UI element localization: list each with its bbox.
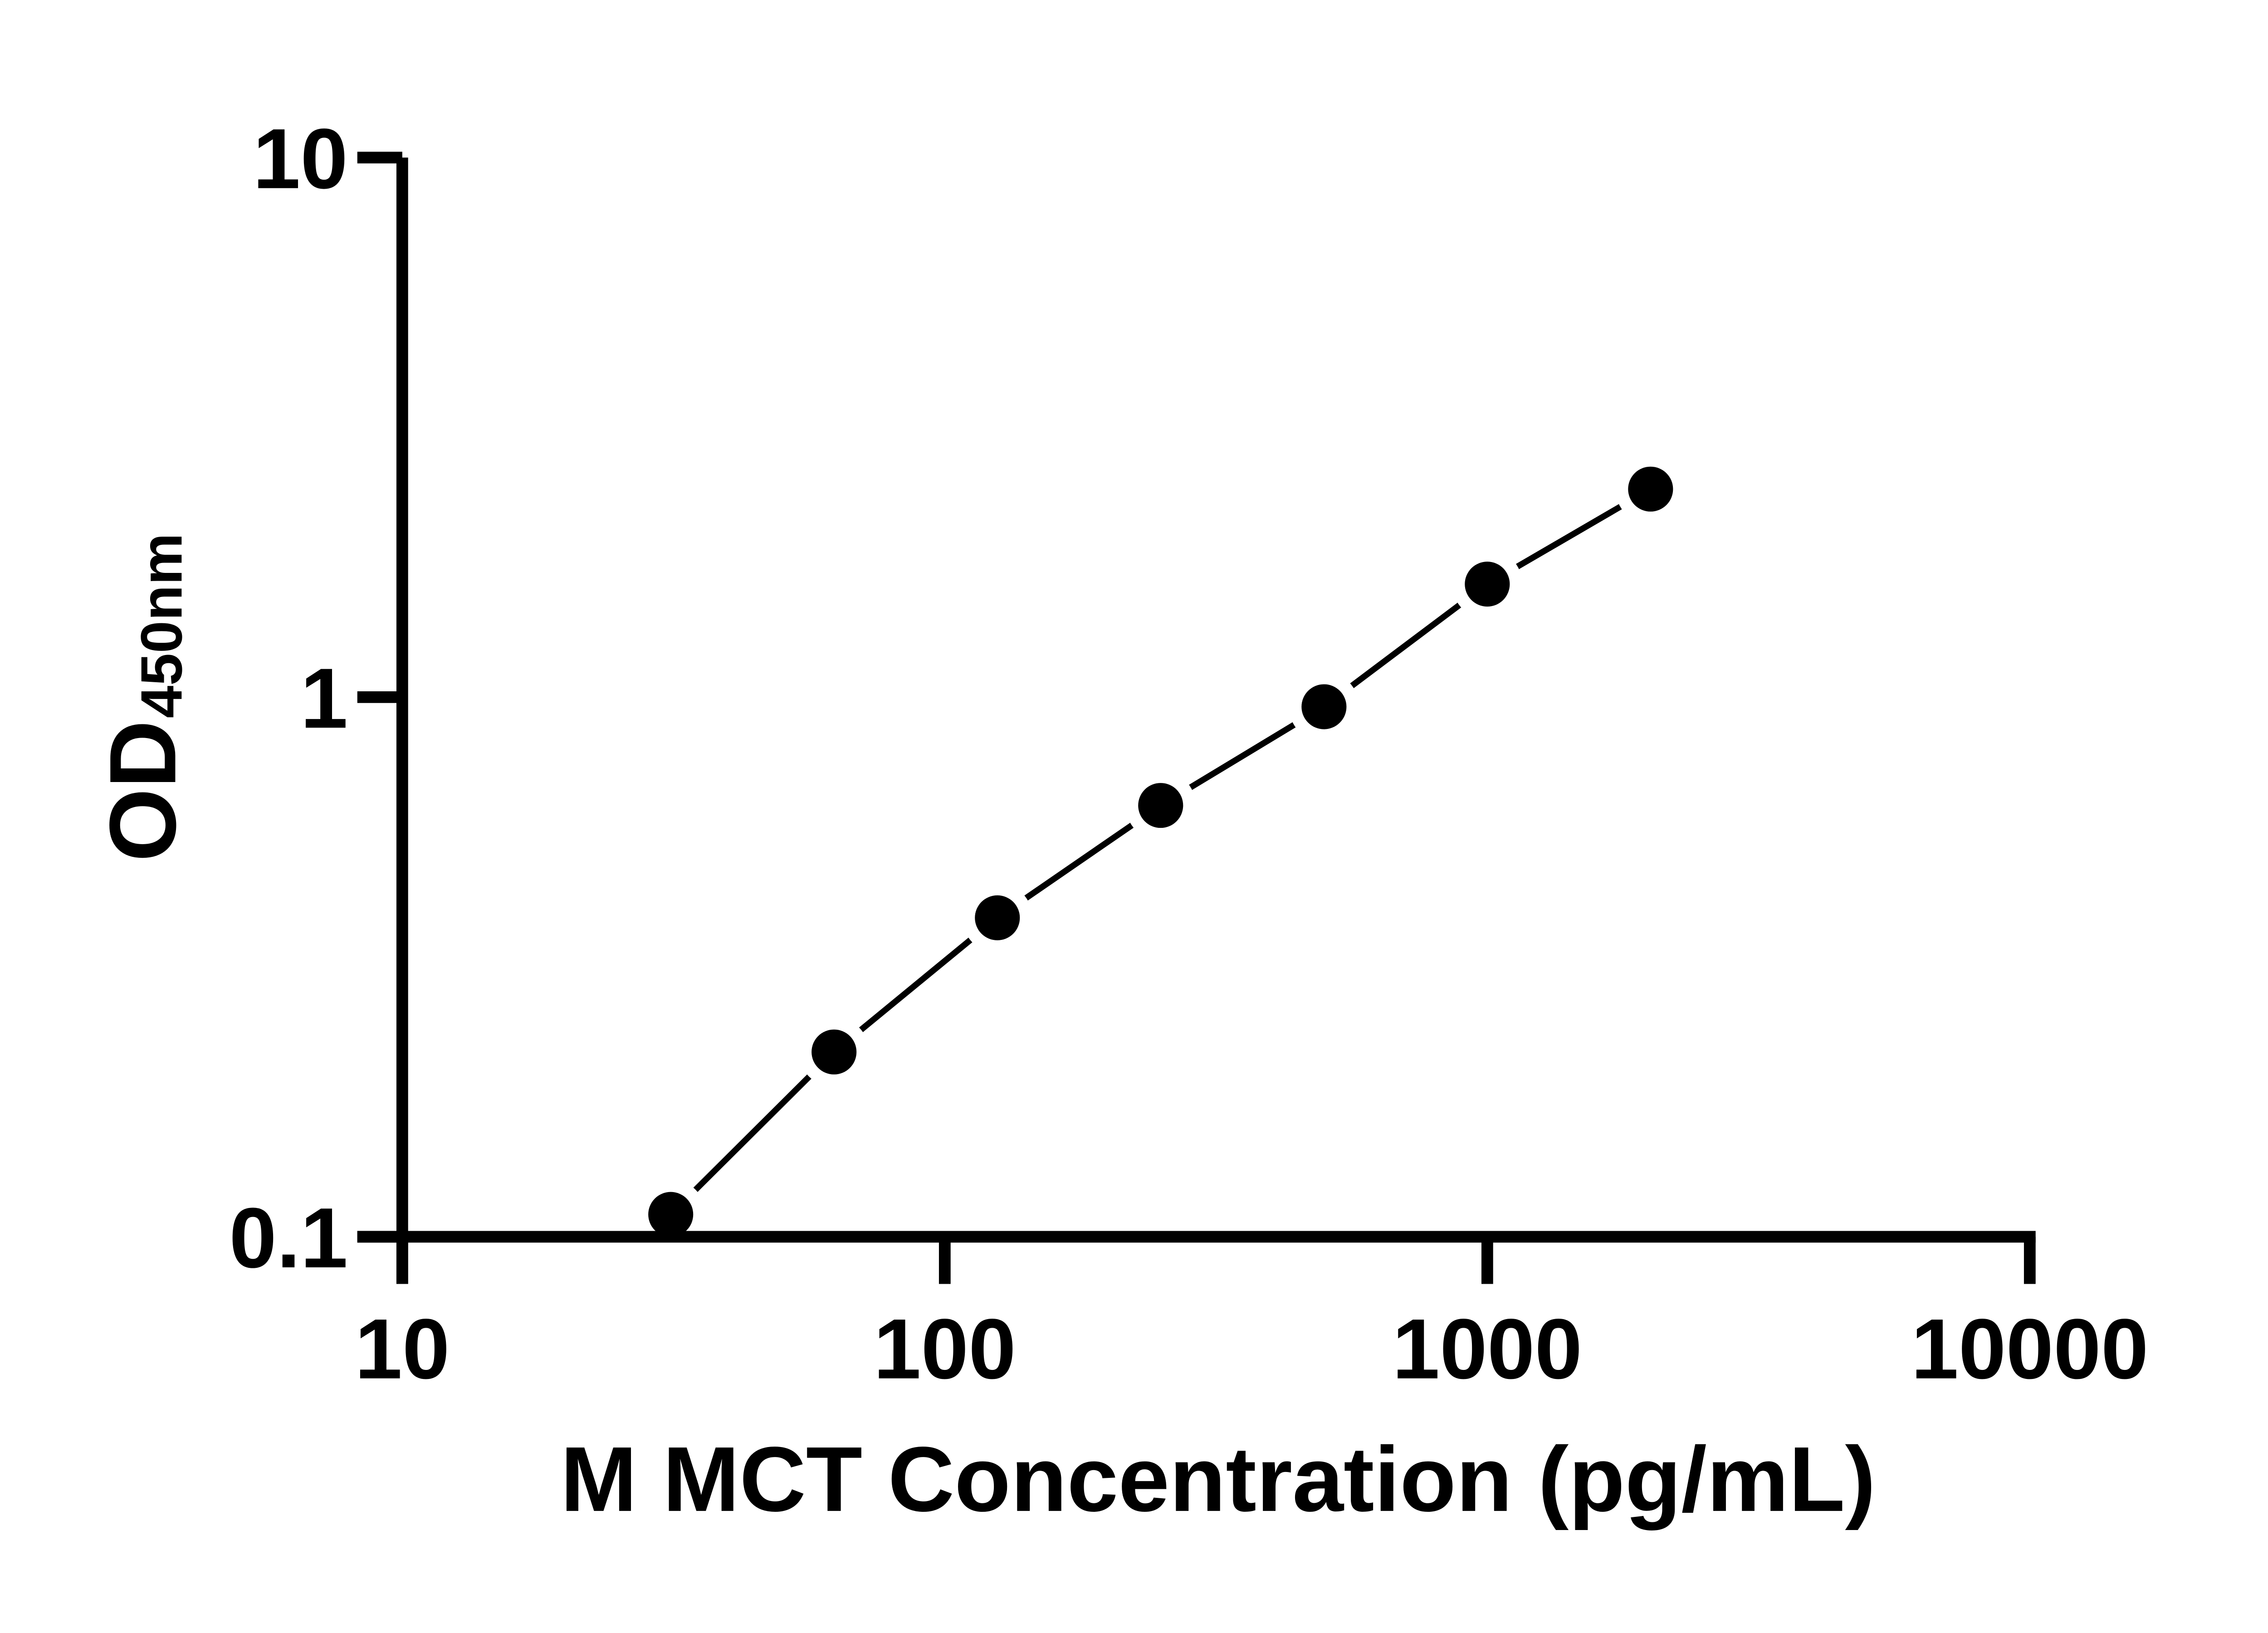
x-axis-tick-label: 1000 bbox=[1392, 1301, 1582, 1397]
y-axis-tick-label: 0.1 bbox=[229, 1190, 348, 1286]
y-axis-tick-label: 10 bbox=[253, 111, 348, 206]
data-point-marker bbox=[1301, 684, 1347, 729]
data-point-marker bbox=[975, 895, 1020, 940]
y-axis-tick-label: 1 bbox=[300, 650, 348, 746]
text-layer: M MCT Concentration (pg/mL) OD 450nm 0.1… bbox=[90, 111, 2148, 1531]
x-axis-title: M MCT Concentration (pg/mL) bbox=[560, 1428, 1876, 1531]
data-point-marker bbox=[811, 1029, 857, 1075]
y-axis-title-main: OD bbox=[90, 720, 196, 862]
y-axis-title: OD 450nm bbox=[90, 533, 196, 862]
x-axis-tick-label: 100 bbox=[874, 1301, 1016, 1397]
data-point-marker bbox=[648, 1192, 694, 1237]
data-point-marker bbox=[1138, 783, 1183, 828]
y-axis-title-subscript: 450nm bbox=[129, 533, 194, 718]
marker-layer bbox=[648, 466, 1673, 1237]
marker-halo-layer bbox=[635, 454, 1686, 1250]
data-point-marker bbox=[1628, 466, 1673, 512]
axes-layer bbox=[357, 152, 2036, 1284]
x-axis-tick-label: 10 bbox=[355, 1301, 450, 1397]
x-axis-tick-label: 10000 bbox=[1911, 1301, 2148, 1397]
data-point-marker bbox=[1465, 562, 1510, 607]
